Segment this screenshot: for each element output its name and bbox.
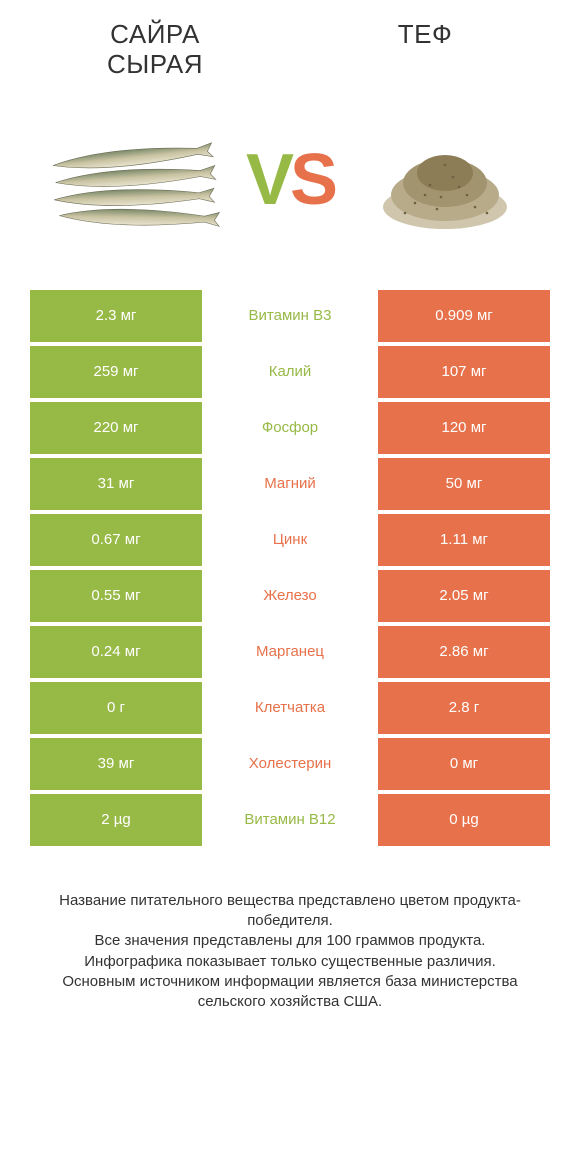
footer-line: Инфографика показывает только существенн… bbox=[42, 952, 538, 972]
right-value: 50 мг bbox=[378, 458, 550, 510]
nutrient-name: Холестерин bbox=[202, 738, 378, 790]
nutrient-row: 39 мгХолестерин0 мг bbox=[30, 738, 550, 790]
right-value: 2.86 мг bbox=[378, 626, 550, 678]
comparison-infographic: САЙРАСЫРАЯ ТЕФ bbox=[0, 0, 580, 1012]
left-value: 220 мг bbox=[30, 402, 202, 454]
left-product-title: САЙРАСЫРАЯ bbox=[20, 20, 290, 80]
left-product-image bbox=[30, 110, 240, 250]
left-value: 0.24 мг bbox=[30, 626, 202, 678]
nutrient-name: Витамин B12 bbox=[202, 794, 378, 846]
nutrient-row: 2 µgВитамин B120 µg bbox=[30, 794, 550, 846]
vs-s: S bbox=[290, 144, 334, 216]
nutrient-row: 0.24 мгМарганец2.86 мг bbox=[30, 626, 550, 678]
right-product-image bbox=[340, 110, 550, 250]
nutrient-row: 0.55 мгЖелезо2.05 мг bbox=[30, 570, 550, 622]
nutrient-row: 0.67 мгЦинк1.11 мг bbox=[30, 514, 550, 566]
nutrient-name: Цинк bbox=[202, 514, 378, 566]
left-value: 0.55 мг bbox=[30, 570, 202, 622]
left-value: 39 мг bbox=[30, 738, 202, 790]
right-value: 107 мг bbox=[378, 346, 550, 398]
right-value: 0 µg bbox=[378, 794, 550, 846]
footer-line: Название питательного вещества представл… bbox=[42, 891, 538, 932]
left-value: 2 µg bbox=[30, 794, 202, 846]
nutrient-row: 0 гКлетчатка2.8 г bbox=[30, 682, 550, 734]
right-value: 120 мг bbox=[378, 402, 550, 454]
right-value: 2.8 г bbox=[378, 682, 550, 734]
right-value: 0 мг bbox=[378, 738, 550, 790]
titles-row: САЙРАСЫРАЯ ТЕФ bbox=[20, 20, 560, 80]
grain-pile-icon bbox=[375, 125, 515, 235]
fish-icon bbox=[50, 125, 220, 235]
images-row: VS bbox=[20, 110, 560, 250]
nutrient-table: 2.3 мгВитамин B30.909 мг259 мгКалий107 м… bbox=[30, 290, 550, 846]
left-value: 259 мг bbox=[30, 346, 202, 398]
nutrient-name: Клетчатка bbox=[202, 682, 378, 734]
nutrient-name: Калий bbox=[202, 346, 378, 398]
nutrient-row: 220 мгФосфор120 мг bbox=[30, 402, 550, 454]
nutrient-row: 259 мгКалий107 мг bbox=[30, 346, 550, 398]
right-value: 0.909 мг bbox=[378, 290, 550, 342]
right-value: 2.05 мг bbox=[378, 570, 550, 622]
footer-line: Основным источником информации является … bbox=[42, 972, 538, 1013]
right-product-title: ТЕФ bbox=[290, 20, 560, 80]
nutrient-row: 2.3 мгВитамин B30.909 мг bbox=[30, 290, 550, 342]
left-value: 2.3 мг bbox=[30, 290, 202, 342]
nutrient-row: 31 мгМагний50 мг bbox=[30, 458, 550, 510]
nutrient-name: Магний bbox=[202, 458, 378, 510]
nutrient-name: Фосфор bbox=[202, 402, 378, 454]
nutrient-name: Железо bbox=[202, 570, 378, 622]
left-value: 0.67 мг bbox=[30, 514, 202, 566]
nutrient-name: Витамин B3 bbox=[202, 290, 378, 342]
left-value: 0 г bbox=[30, 682, 202, 734]
footer-line: Все значения представлены для 100 граммо… bbox=[42, 931, 538, 951]
right-value: 1.11 мг bbox=[378, 514, 550, 566]
nutrient-name: Марганец bbox=[202, 626, 378, 678]
vs-v: V bbox=[246, 144, 290, 216]
left-value: 31 мг bbox=[30, 458, 202, 510]
footer-notes: Название питательного вещества представл… bbox=[42, 891, 538, 1013]
vs-label: VS bbox=[240, 144, 340, 216]
